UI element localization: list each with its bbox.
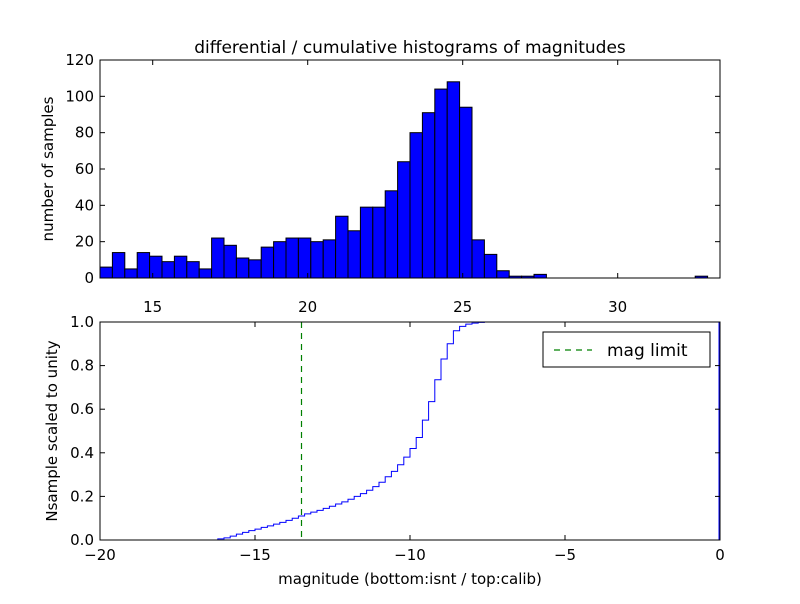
top-y-tick-label: 40	[75, 196, 94, 214]
histogram-bar	[273, 241, 287, 279]
bottom-y-tick-label: 0.6	[70, 400, 94, 418]
histogram-bar	[471, 239, 485, 279]
bottom-x-tick-label: −5	[554, 546, 576, 564]
histogram-bar	[235, 257, 250, 279]
histogram-bar	[347, 230, 361, 279]
histogram-bar	[409, 132, 423, 279]
top-x-tick-label: 25	[453, 298, 472, 316]
histogram-bar	[285, 237, 299, 279]
histogram-bar	[260, 246, 275, 279]
histogram-bar	[322, 239, 337, 279]
bottom-y-tick-label: 0.4	[70, 444, 94, 462]
top-chart-title: differential / cumulative histograms of …	[194, 38, 626, 58]
bottom-x-tick-label: −15	[239, 546, 271, 564]
histogram-bar	[496, 270, 510, 279]
bottom-y-tick-label: 0.2	[70, 487, 94, 505]
histogram-bar	[173, 255, 188, 279]
histogram-bar	[149, 255, 163, 279]
bottom-y-axis-label: Nsample scaled to unity	[43, 340, 61, 521]
top-y-tick-label: 0	[84, 269, 94, 287]
histogram-bar	[397, 161, 411, 279]
top-y-tick-label: 20	[75, 233, 94, 251]
top-x-tick-label: 30	[608, 298, 627, 316]
histogram-bar	[446, 81, 461, 279]
bottom-x-tick-label: −20	[84, 546, 116, 564]
histogram-bar	[111, 252, 126, 279]
bottom-y-tick-label: 1.0	[70, 313, 94, 331]
legend: mag limit	[542, 331, 711, 368]
top-y-tick-label: 120	[65, 51, 94, 69]
top-x-tick-label: 15	[143, 298, 162, 316]
histogram-bar	[124, 268, 138, 279]
top-histogram-panel: 0 20 40 60 80 100 120 15 20 25 30	[65, 51, 721, 316]
histogram-bar	[186, 261, 200, 279]
bottom-x-axis-label: magnitude (bottom:isnt / top:calib)	[278, 570, 542, 588]
histogram-bar	[459, 106, 473, 279]
bottom-y-tick-label: 0.0	[70, 531, 94, 549]
histogram-bar	[359, 206, 374, 279]
histogram-bar	[335, 215, 349, 279]
histogram-bar	[372, 206, 386, 279]
histogram-bar	[99, 266, 113, 279]
histogram-bar	[136, 252, 151, 279]
histogram-bar	[198, 268, 213, 279]
histogram-bar	[223, 244, 237, 279]
histogram-bar	[297, 237, 312, 279]
bottom-cumulative-panel: 0.0 0.2 0.4 0.6 0.8 1.0 −20 −15 −10 −5 0	[70, 313, 725, 564]
histogram-bar	[248, 259, 262, 279]
histogram-bar	[384, 190, 399, 279]
bottom-x-tick-label: −10	[394, 546, 426, 564]
top-y-tick-label: 80	[75, 124, 94, 142]
top-y-tick-label: 60	[75, 160, 94, 178]
top-y-axis-label: number of samples	[39, 96, 57, 241]
histogram-bar	[434, 88, 448, 279]
top-x-tick-label: 20	[298, 298, 317, 316]
histogram-bar	[211, 237, 225, 279]
legend-label: mag limit	[607, 341, 688, 361]
histogram-bar	[483, 253, 498, 279]
cumulative-step-line	[100, 321, 720, 541]
histogram-bar	[161, 261, 175, 279]
histogram-bar	[533, 273, 547, 279]
histogram-bar	[310, 241, 324, 279]
histogram-bar	[421, 112, 436, 279]
bottom-y-tick-label: 0.8	[70, 357, 94, 375]
top-y-tick-label: 100	[65, 87, 94, 105]
bottom-x-tick-label: 0	[715, 546, 725, 564]
